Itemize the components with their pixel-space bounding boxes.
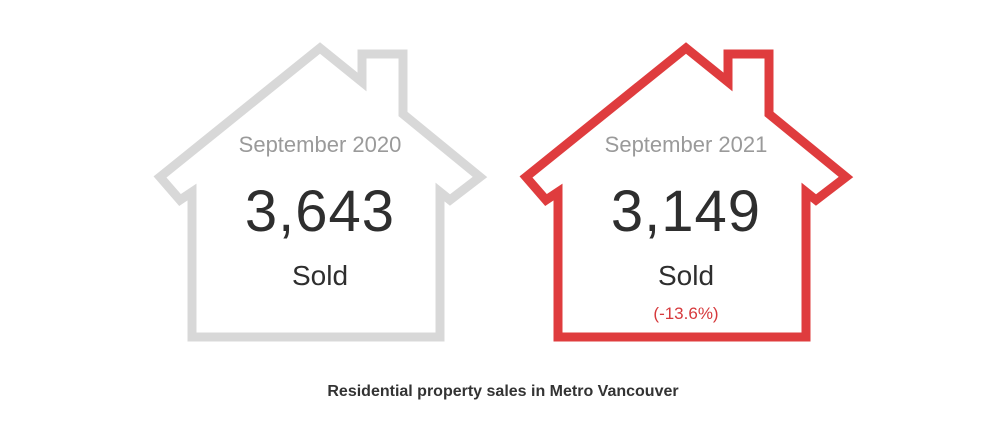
period-label: September 2021 [604, 132, 768, 157]
house-card-2020: September 2020 3,643 Sold [150, 42, 490, 347]
change-percent: (-13.6%) [653, 304, 719, 323]
house-outline-icon [153, 42, 488, 342]
period-label: September 2020 [238, 132, 402, 157]
sales-unit: Sold [291, 260, 349, 291]
sales-unit: Sold [657, 260, 715, 291]
sales-value: 3,643 [244, 179, 396, 244]
caption: Residential property sales in Metro Vanc… [327, 383, 679, 400]
house-outline-icon [519, 42, 854, 342]
house-card-2021: September 2021 3,149 Sold (-13.6%) [516, 42, 856, 347]
sales-value: 3,149 [610, 179, 762, 244]
